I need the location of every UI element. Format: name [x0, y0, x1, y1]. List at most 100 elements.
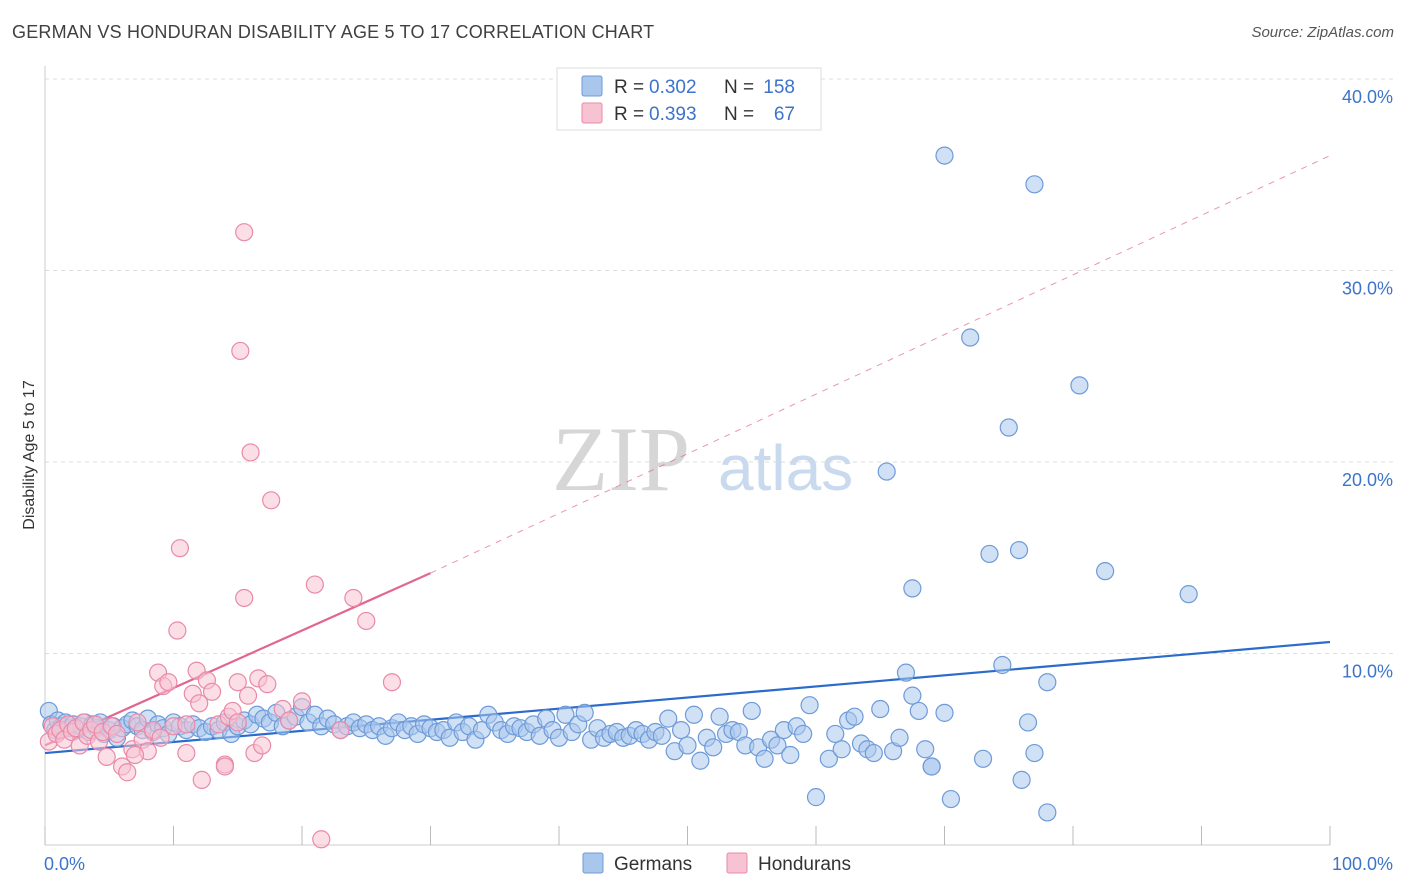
point-hondurans [177, 715, 196, 734]
point-germans [1009, 540, 1029, 560]
point-hondurans [292, 692, 312, 711]
point-hondurans [159, 673, 178, 692]
point-hondurans [170, 539, 190, 558]
point-germans [1012, 770, 1031, 789]
point-hondurans [215, 757, 234, 776]
point-germans [935, 146, 954, 165]
point-germans [941, 789, 961, 809]
point-germans [684, 705, 704, 724]
x-tick-label-max: 100.0% [1332, 854, 1393, 874]
legend-n-label-germans: N = [724, 77, 754, 98]
grid-layer [45, 78, 1395, 654]
point-hondurans [228, 713, 247, 732]
point-hondurans [357, 611, 376, 631]
point-hondurans [97, 747, 116, 767]
point-germans [961, 328, 980, 347]
point-germans [1070, 376, 1089, 395]
point-hondurans [238, 686, 258, 705]
point-hondurans [202, 682, 222, 701]
point-germans [659, 709, 678, 728]
point-germans [768, 736, 787, 755]
legend-r-label-hondurans: R = [614, 104, 644, 125]
y-tick-label: 10.0% [1342, 662, 1393, 682]
point-germans [806, 788, 826, 807]
point-hondurans [125, 745, 145, 765]
axes-layer [44, 66, 1331, 846]
point-hondurans [231, 341, 250, 361]
legend-r-value-hondurans: 0.393 [649, 104, 697, 125]
bottom-legend-swatch-hondurans [726, 852, 748, 874]
bottom-legend-label-germans: Germans [614, 854, 692, 875]
y-axis-label: Disability Age 5 to 17 [21, 380, 38, 530]
watermark-zip: ZIP [552, 408, 690, 510]
legend-r-label-germans: R = [614, 77, 644, 98]
trendline-hondurans-extended [430, 155, 1331, 574]
legend-n-value-germans: 158 [763, 77, 795, 98]
point-germans [980, 544, 999, 564]
point-germans [678, 736, 697, 755]
point-hondurans [235, 588, 254, 608]
point-germans [999, 418, 1018, 437]
point-germans [710, 707, 729, 726]
point-hondurans [177, 743, 196, 763]
point-germans [794, 724, 813, 744]
point-germans [652, 726, 671, 745]
point-germans [1179, 585, 1198, 604]
point-germans [877, 462, 896, 481]
point-germans [1038, 673, 1057, 692]
point-hondurans [192, 770, 211, 789]
point-germans [896, 663, 916, 682]
point-germans [845, 707, 864, 726]
point-germans [800, 696, 819, 715]
point-hondurans [312, 830, 331, 849]
point-germans [909, 701, 928, 721]
legend-n-value-hondurans: 67 [774, 104, 795, 125]
point-hondurans [253, 736, 272, 755]
point-germans [1025, 743, 1044, 763]
point-hondurans [151, 728, 170, 747]
point-germans [993, 655, 1012, 675]
y-tick-label: 30.0% [1342, 279, 1393, 299]
point-germans [819, 749, 838, 768]
legend-n-label-hondurans: N = [724, 104, 754, 125]
point-germans [826, 724, 845, 744]
point-germans [781, 745, 800, 765]
point-hondurans [107, 724, 127, 744]
bottom-legend-swatch-germans [582, 852, 604, 874]
point-hondurans [241, 443, 260, 462]
point-germans [671, 720, 691, 740]
x-tick-label-min: 0.0% [44, 854, 85, 874]
point-hondurans [235, 223, 254, 242]
point-germans [704, 738, 723, 757]
point-germans [556, 705, 575, 724]
tick-labels: 10.0% 20.0% 30.0% 40.0% 0.0% 100.0% [44, 87, 1393, 874]
legend-swatch-hondurans [581, 102, 603, 124]
point-hondurans [168, 621, 187, 640]
point-hondurans [190, 694, 209, 713]
point-hondurans [280, 711, 299, 730]
point-germans [973, 749, 993, 768]
bottom-legend-label-hondurans: Hondurans [758, 854, 851, 875]
trendline-germans [44, 640, 1331, 755]
y-tick-label: 20.0% [1342, 470, 1393, 490]
point-germans [755, 749, 774, 768]
point-germans [1018, 713, 1038, 732]
point-hondurans [118, 763, 137, 782]
point-hondurans [128, 713, 147, 732]
chart-title: GERMAN VS HONDURAN DISABILITY AGE 5 TO 1… [12, 22, 655, 42]
watermark: ZIP atlas [552, 408, 853, 510]
point-germans [575, 703, 594, 722]
point-germans [691, 751, 710, 770]
point-germans [890, 728, 909, 747]
point-germans [1025, 175, 1044, 194]
points-layer [39, 146, 1198, 849]
y-tick-label: 40.0% [1342, 87, 1393, 107]
top-legend: R = 0.302 N = 158 R = 0.393 N = 67 [556, 67, 822, 131]
point-hondurans [228, 673, 247, 692]
point-germans [742, 701, 761, 721]
point-germans [871, 699, 890, 719]
point-hondurans [305, 575, 324, 594]
point-hondurans [262, 491, 281, 510]
point-germans [916, 740, 935, 759]
point-germans [1096, 562, 1115, 581]
